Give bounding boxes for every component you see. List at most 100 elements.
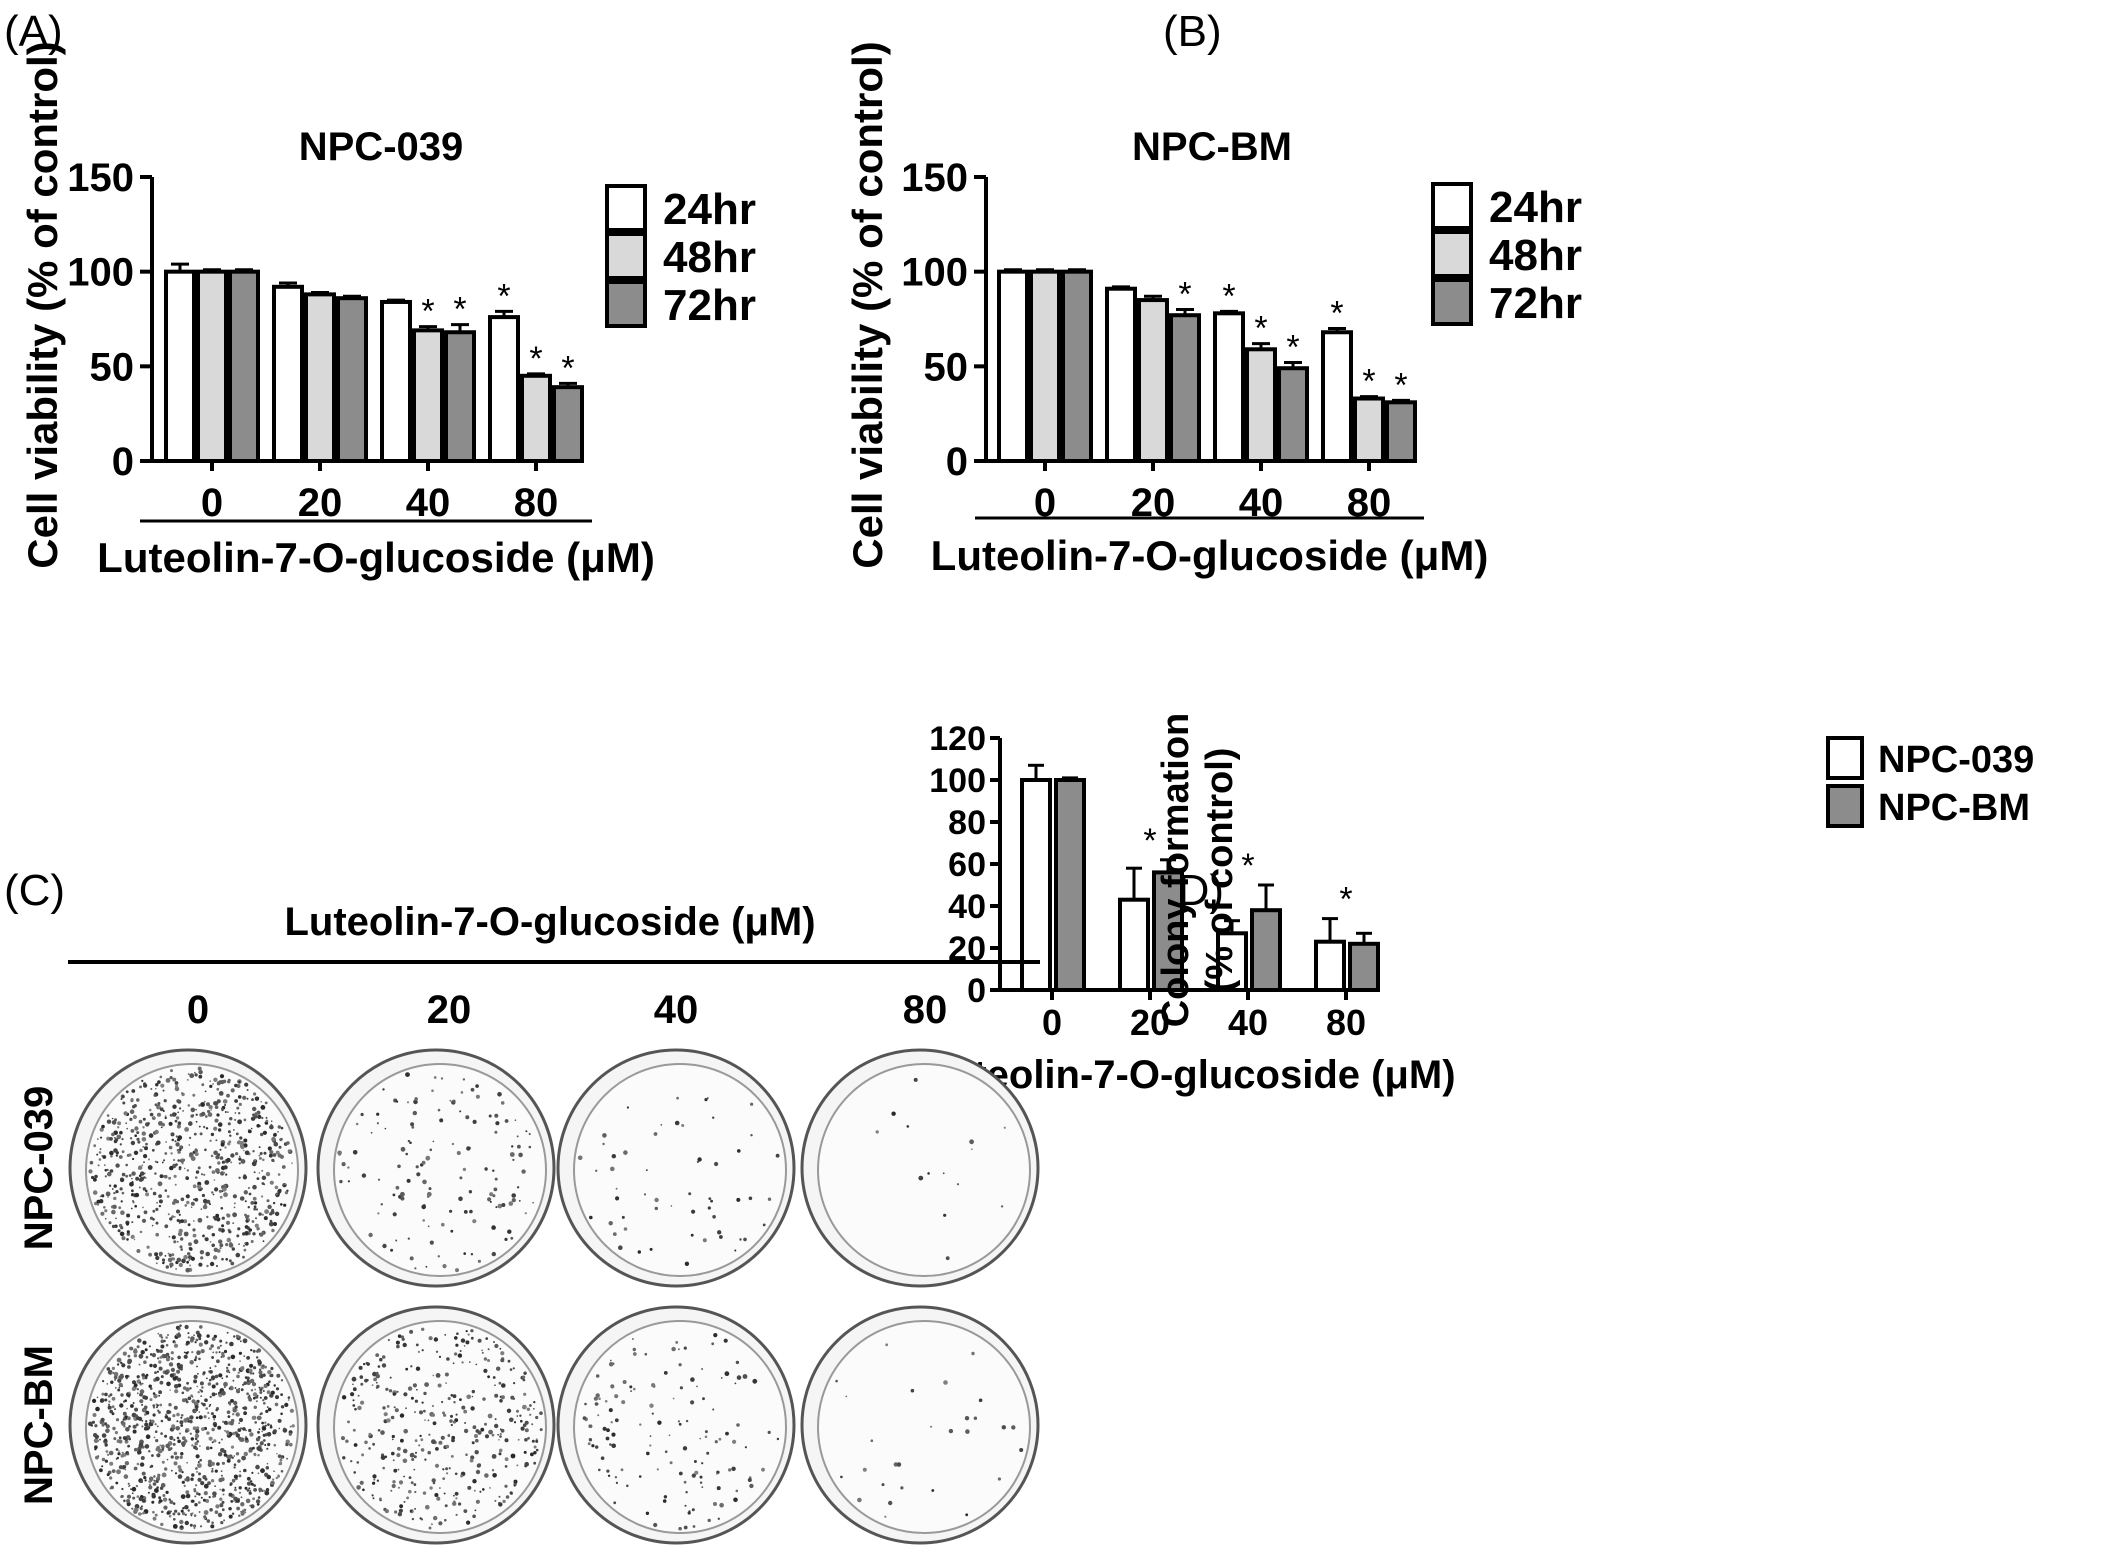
colony-dot [123,1465,127,1469]
colony-dot [197,1372,199,1375]
colony-dot [610,1166,615,1172]
colony-dot [714,1440,718,1444]
colony-dot [248,1487,251,1490]
colony-dot [360,1382,364,1386]
colony-dot [133,1238,136,1241]
y-axis-label-d-line1: Colony formation [1155,713,1197,1028]
colony-dot [179,1519,184,1525]
colony-dot [226,1369,230,1373]
colony-dot [429,1240,434,1245]
colony-dot [192,1220,195,1222]
colony-dot [231,1512,235,1515]
colony-dot [121,1138,124,1141]
colony-dot [139,1148,143,1153]
colony-dot [115,1154,119,1157]
colony-dot [204,1180,210,1185]
colony-dot [371,1384,374,1386]
colony-dot [234,1118,237,1121]
colony-dot [376,1479,380,1482]
colony-dot [209,1446,213,1450]
colony-dot [462,1167,467,1172]
colony-dot [195,1338,199,1342]
colony-dot [179,1455,183,1460]
colony-dot [368,1447,371,1450]
colony-dot [723,1338,728,1343]
x-tick-label-d-80: 80 [1326,1002,1366,1043]
colony-dot [174,1119,178,1123]
y-tick-label-d-60: 60 [948,846,986,884]
colony-dot [199,1525,203,1528]
colony-dot [145,1420,148,1423]
colony-dot [143,1154,148,1159]
colony-dot [94,1424,98,1428]
y-axis-label-b: Cell viability (% of control) [844,41,891,568]
colony-dot [465,1340,470,1345]
colony-dot [219,1497,223,1501]
colony-dot [693,1460,697,1463]
colony-dot [176,1257,182,1263]
colony-dot [115,1481,119,1485]
colony-dot [395,1239,398,1242]
colony-dot [103,1206,106,1209]
colony-dot [183,1418,188,1423]
colony-dot [226,1213,231,1218]
colony-dot [400,1191,405,1197]
colony-dot [130,1129,135,1133]
colony-dot [732,1439,737,1444]
colony-dot [466,1520,471,1525]
colony-dot [186,1260,190,1264]
colony-dot [475,1438,479,1443]
colony-dot [432,1140,435,1143]
colony-dot [368,1432,372,1436]
colony-dot [475,1469,481,1475]
colony-dot [198,1104,201,1107]
colony-dot [513,1479,518,1484]
colony-dot [454,1352,458,1356]
colony-dot [621,1215,625,1219]
colony-dot [144,1406,146,1409]
colony-dot [198,1472,201,1476]
colony-dot [213,1179,216,1181]
colony-dot [400,1335,405,1339]
x-axis-label-d: Luteolin-7-O-glucoside (μM) [924,1053,1455,1097]
colony-dot [455,1513,458,1516]
colony-dot [406,1101,410,1104]
colony-dot [147,1165,153,1170]
bar-a-48hr-20 [304,292,336,463]
colony-dot [210,1132,215,1137]
colony-dot [522,1378,526,1382]
colony-dot [158,1390,163,1395]
colony-dot [528,1132,531,1136]
colony-dot [238,1514,241,1517]
colony-dot [597,1414,600,1417]
colony-dot [621,1400,626,1405]
colony-dot [190,1206,193,1208]
colony-dot [131,1189,134,1193]
colony-dot [207,1411,210,1414]
colony-dot [167,1252,170,1255]
colony-dot [180,1219,185,1223]
colony-dot [450,1394,454,1397]
colony-dot [372,1474,377,1479]
colony-dot [161,1460,165,1464]
colony-dot [748,1196,753,1201]
colony-dot [228,1230,232,1234]
colony-dot [351,1376,357,1382]
colony-dot [761,1467,765,1472]
colony-dot [744,1446,748,1449]
colony-dot [525,1130,528,1133]
colony-dot [139,1389,145,1394]
colony-dot [375,1374,380,1379]
colony-dot [233,1129,235,1131]
colony-dot [99,1148,102,1151]
colony-dot [151,1148,155,1152]
colony-dot [260,1412,263,1415]
bar-b-72hr-40 [1277,366,1309,463]
colony-dot [250,1127,253,1130]
colony-dot [207,1382,212,1386]
colony-dot [234,1083,238,1088]
colony-dot [101,1194,105,1198]
colony-dot [253,1092,257,1096]
colony-dot [233,1400,238,1406]
colony-dot [263,1384,268,1388]
